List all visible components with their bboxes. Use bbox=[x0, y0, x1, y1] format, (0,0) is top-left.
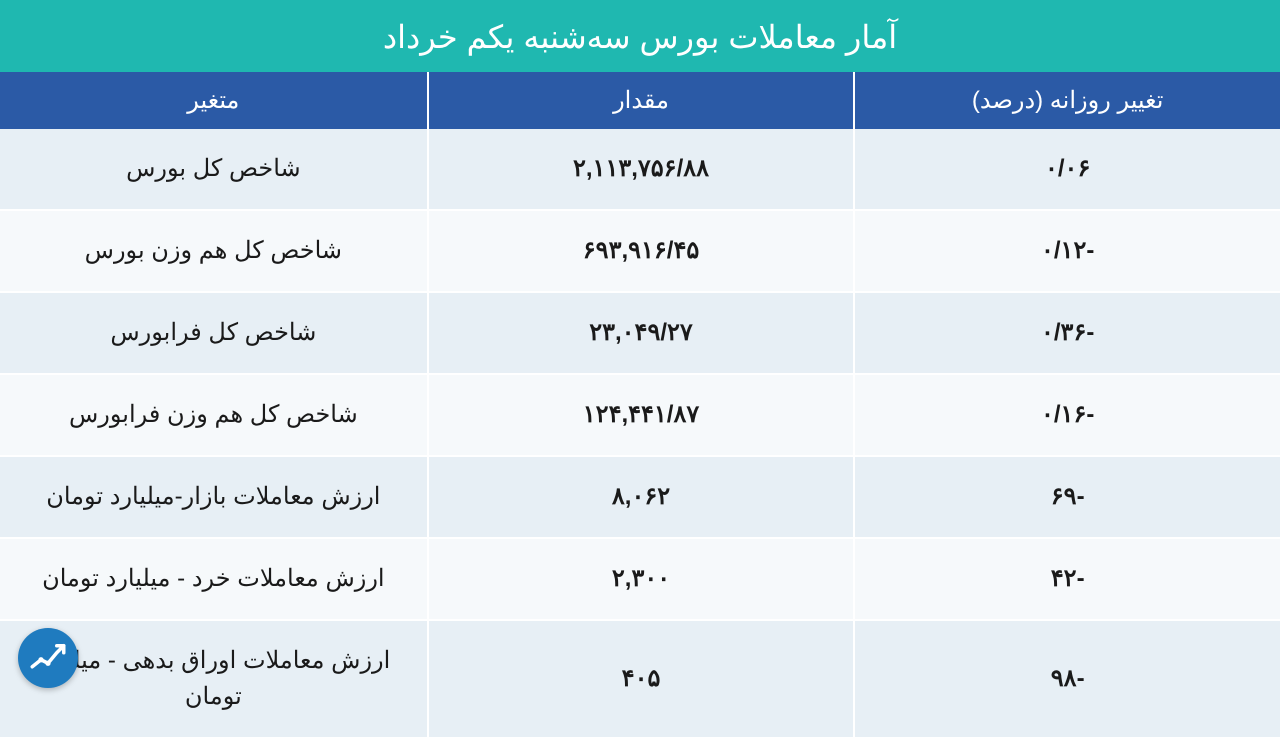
cell-change: -۰/۱۲ bbox=[853, 211, 1280, 293]
col-header-change: تغییر روزانه (درصد) bbox=[853, 72, 1280, 129]
cell-metric: شاخص کل هم وزن فرابورس bbox=[0, 375, 427, 457]
col-header-value: مقدار bbox=[427, 72, 854, 129]
cell-metric: شاخص کل فرابورس bbox=[0, 293, 427, 375]
cell-change: ۰/۰۶ bbox=[853, 129, 1280, 211]
cell-value: ۱۲۴,۴۴۱/۸۷ bbox=[427, 375, 854, 457]
cell-metric: شاخص کل بورس bbox=[0, 129, 427, 211]
table-body: ۰/۰۶۲,۱۱۳,۷۵۶/۸۸شاخص کل بورس-۰/۱۲۶۹۳,۹۱۶… bbox=[0, 129, 1280, 739]
table-row: ۰/۰۶۲,۱۱۳,۷۵۶/۸۸شاخص کل بورس bbox=[0, 129, 1280, 211]
cell-change: -۰/۱۶ bbox=[853, 375, 1280, 457]
cell-metric: شاخص کل هم وزن بورس bbox=[0, 211, 427, 293]
cell-change: -۹۸ bbox=[853, 621, 1280, 739]
table-row: -۴۲۲,۳۰۰ارزش معاملات خرد - میلیارد تومان bbox=[0, 539, 1280, 621]
cell-value: ۲۳,۰۴۹/۲۷ bbox=[427, 293, 854, 375]
table-row: -۰/۳۶۲۳,۰۴۹/۲۷شاخص کل فرابورس bbox=[0, 293, 1280, 375]
cell-metric: ارزش معاملات خرد - میلیارد تومان bbox=[0, 539, 427, 621]
table-row: -۰/۱۶۱۲۴,۴۴۱/۸۷شاخص کل هم وزن فرابورس bbox=[0, 375, 1280, 457]
table-row: -۰/۱۲۶۹۳,۹۱۶/۴۵شاخص کل هم وزن بورس bbox=[0, 211, 1280, 293]
cell-value: ۲,۳۰۰ bbox=[427, 539, 854, 621]
table-title: آمار معاملات بورس سه‌شنبه یکم خرداد bbox=[0, 0, 1280, 72]
stock-stats-table: آمار معاملات بورس سه‌شنبه یکم خرداد تغیی… bbox=[0, 0, 1280, 700]
cell-change: -۰/۳۶ bbox=[853, 293, 1280, 375]
cell-change: -۴۲ bbox=[853, 539, 1280, 621]
cell-metric: ارزش معاملات بازار-میلیارد تومان bbox=[0, 457, 427, 539]
table-row: -۶۹۸,۰۶۲ارزش معاملات بازار-میلیارد تومان bbox=[0, 457, 1280, 539]
table-header-row: تغییر روزانه (درصد) مقدار متغیر bbox=[0, 72, 1280, 129]
cell-value: ۲,۱۱۳,۷۵۶/۸۸ bbox=[427, 129, 854, 211]
cell-change: -۶۹ bbox=[853, 457, 1280, 539]
cell-value: ۴۰۵ bbox=[427, 621, 854, 739]
brand-logo-icon bbox=[18, 628, 78, 688]
cell-value: ۶۹۳,۹۱۶/۴۵ bbox=[427, 211, 854, 293]
cell-value: ۸,۰۶۲ bbox=[427, 457, 854, 539]
table-row: -۹۸۴۰۵ارزش معاملات اوراق بدهی - میلیارد … bbox=[0, 621, 1280, 739]
col-header-metric: متغیر bbox=[0, 72, 427, 129]
